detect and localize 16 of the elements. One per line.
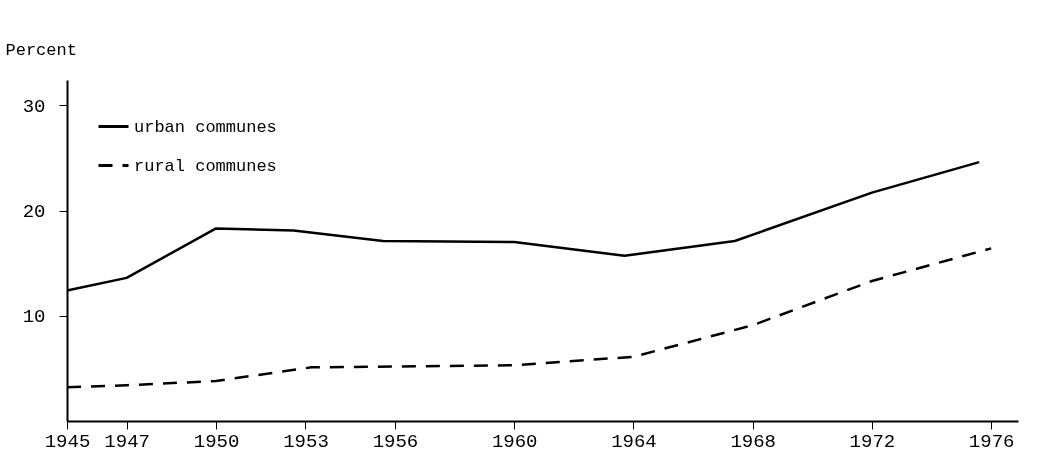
x-tick-label: 1950	[193, 430, 240, 453]
y-axis-title: Percent	[5, 40, 77, 60]
x-tick-label: 1976	[968, 430, 1015, 453]
x-tick-label: 1960	[491, 430, 538, 453]
x-tick-label: 1947	[104, 430, 150, 453]
y-tick-label: 30	[22, 95, 46, 118]
legend-label: rural communes	[134, 156, 277, 176]
x-tick-label: 1956	[372, 430, 419, 453]
x-tick-label: 1953	[283, 430, 329, 453]
x-tick-label: 1972	[849, 430, 896, 453]
x-tick-label: 1968	[730, 430, 776, 453]
x-tick-label: 1945	[44, 430, 91, 453]
legend-label: urban communes	[134, 117, 277, 137]
x-tick-label: 1964	[611, 430, 657, 453]
y-tick-label: 10	[22, 306, 46, 329]
y-tick-label: 20	[22, 201, 46, 224]
